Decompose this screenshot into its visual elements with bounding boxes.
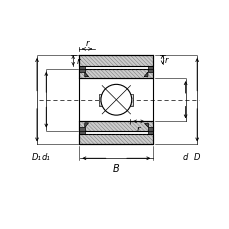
Text: d₁: d₁ (42, 153, 50, 161)
Polygon shape (99, 94, 105, 106)
Polygon shape (143, 123, 147, 128)
Polygon shape (85, 123, 88, 128)
Polygon shape (79, 56, 153, 67)
Polygon shape (79, 134, 153, 145)
Polygon shape (79, 131, 153, 134)
Text: D: D (193, 153, 199, 161)
Text: d: d (182, 153, 188, 161)
Text: r: r (164, 56, 168, 65)
Polygon shape (147, 67, 153, 73)
Polygon shape (79, 67, 85, 73)
Polygon shape (79, 70, 153, 79)
Polygon shape (127, 94, 133, 106)
Text: r: r (76, 57, 79, 66)
Text: r: r (136, 124, 140, 133)
Polygon shape (85, 73, 88, 77)
Polygon shape (79, 67, 153, 70)
Text: D₁: D₁ (32, 153, 42, 161)
Text: B: B (112, 163, 119, 173)
Polygon shape (79, 128, 85, 134)
Text: r: r (85, 38, 88, 47)
Circle shape (101, 85, 131, 116)
Polygon shape (79, 122, 153, 131)
Polygon shape (147, 128, 153, 134)
Polygon shape (143, 73, 147, 77)
